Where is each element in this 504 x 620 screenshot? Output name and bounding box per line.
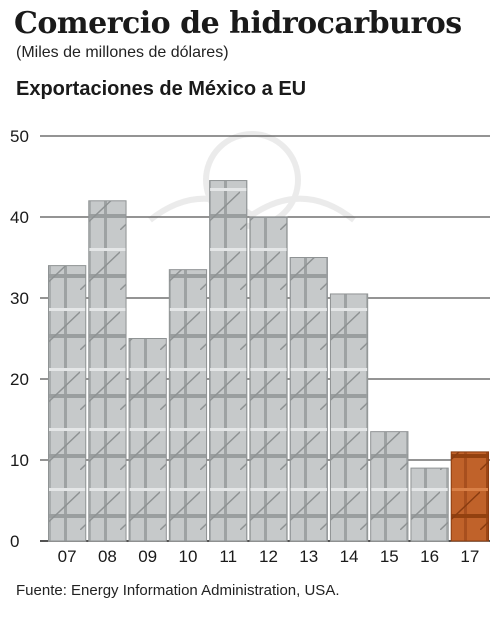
y-tick-label: 40: [10, 208, 29, 227]
bar-16: [410, 467, 449, 542]
chart-heading: Exportaciones de México a EU: [16, 78, 307, 100]
bar-10: [168, 269, 208, 542]
chart-main-title: Comercio de hidrocarburos: [14, 6, 462, 41]
x-tick-label: 10: [178, 547, 197, 566]
bar-15: [370, 431, 409, 542]
bar-chart: 0 10 20 30 40 50 07 08 09 10 11 12 13 14 15 16 17: [10, 127, 490, 566]
bar-11: [209, 180, 248, 542]
x-tick-label: 13: [299, 547, 318, 566]
x-tick-label: 16: [420, 547, 439, 566]
y-tick-label: 20: [10, 370, 29, 389]
bar-09: [128, 338, 167, 542]
x-tick-label: 12: [259, 547, 278, 566]
y-tick-label: 30: [10, 289, 29, 308]
x-tick-label: 11: [219, 547, 237, 566]
chart-subtitle: (Miles de millones de dólares): [16, 44, 229, 61]
bar-12: [249, 216, 288, 542]
y-tick-label: 0: [10, 532, 19, 551]
x-tick-label: 09: [138, 547, 157, 566]
x-tick-label: 14: [340, 547, 359, 566]
bar-13: [289, 257, 328, 542]
x-tick-label: 07: [58, 547, 77, 566]
watermark-logo: [148, 131, 356, 229]
y-tick-label: 10: [10, 451, 29, 470]
y-tick-label: 50: [10, 127, 29, 146]
x-tick-label: 15: [380, 547, 399, 566]
bar-07: [48, 265, 87, 542]
x-tick-label: 08: [98, 547, 117, 566]
x-tick-label: 17: [460, 547, 479, 566]
source-note: Fuente: Energy Information Administratio…: [16, 582, 340, 599]
bar-17: [450, 451, 489, 542]
bar-14: [329, 293, 369, 542]
bar-08: [88, 200, 127, 542]
